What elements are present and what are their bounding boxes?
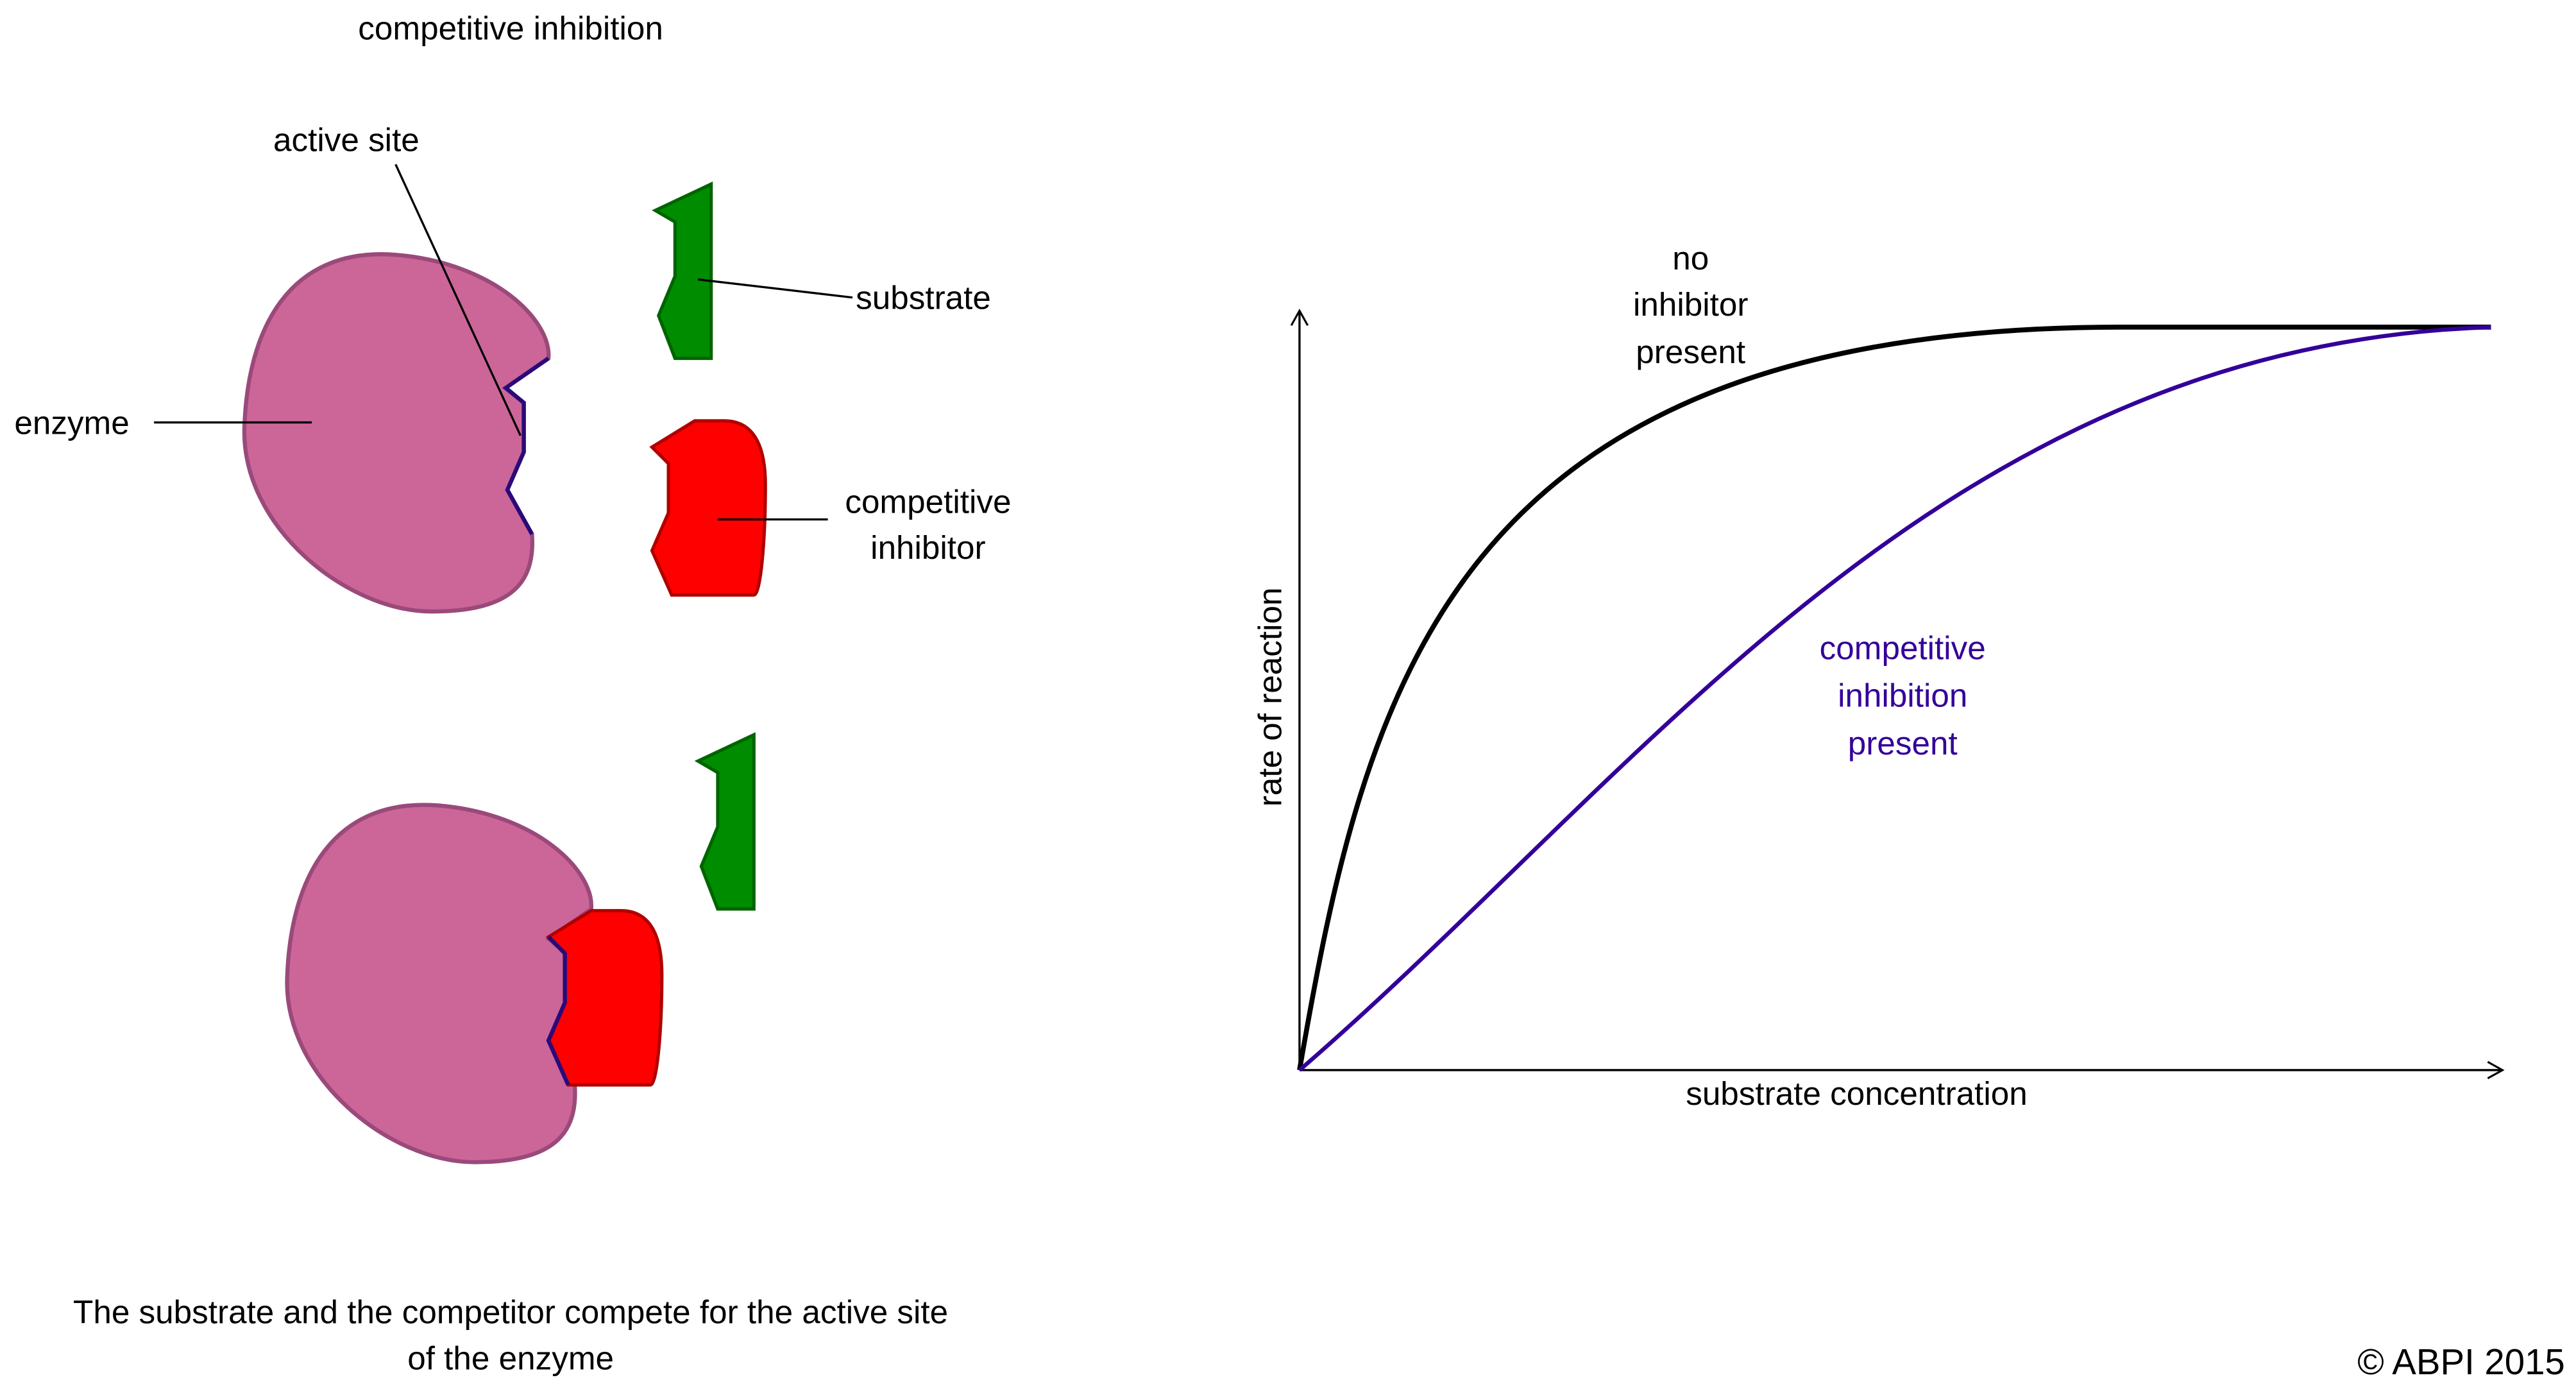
y-axis-label: rate of reaction xyxy=(1252,587,1289,806)
active-site-label: active site xyxy=(273,122,419,158)
title: competitive inhibition xyxy=(358,10,663,46)
no-inhibitor-label: no xyxy=(1672,240,1709,277)
inhibitor-label: competitive xyxy=(845,483,1011,520)
substrate-label: substrate xyxy=(856,280,991,316)
caption: of the enzyme xyxy=(407,1340,614,1376)
inhibitor-bound xyxy=(545,908,664,1087)
substrate-shape xyxy=(652,181,713,361)
inhibitor-shape xyxy=(649,419,767,597)
substrate-shape-2 xyxy=(694,732,756,911)
enzyme-free xyxy=(242,252,551,614)
inhibitor-label: inhibitor xyxy=(870,529,985,566)
inhibitor-curve-label: competitive xyxy=(1820,629,1986,666)
copyright: © ABPI 2015 xyxy=(2357,1342,2565,1382)
active-site-edge xyxy=(546,935,570,1086)
x-axis-label: substrate concentration xyxy=(1686,1075,2028,1112)
no-inhibitor-label: present xyxy=(1636,334,1745,370)
curve-no-inhibitor xyxy=(1297,325,2491,1071)
enzyme-label: enzyme xyxy=(14,404,129,441)
curve-inhibitor xyxy=(1298,325,2491,1072)
inhibitor-curve-label: present xyxy=(1848,725,1958,762)
enzyme-bound xyxy=(285,803,593,1164)
leader-lines xyxy=(154,164,853,521)
caption: The substrate and the competitor compete… xyxy=(73,1294,948,1331)
inhibitor-curve-label: inhibition xyxy=(1838,677,1967,714)
no-inhibitor-label: inhibitor xyxy=(1633,286,1748,323)
